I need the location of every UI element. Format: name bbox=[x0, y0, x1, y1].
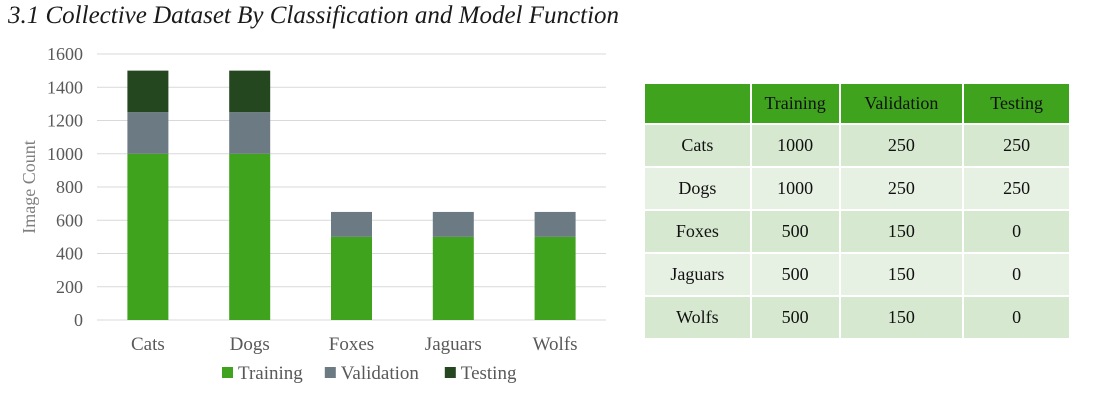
table-header-cell: Testing bbox=[963, 84, 1071, 125]
table-cell: Foxes bbox=[645, 210, 752, 254]
table-cell: Jaguars bbox=[645, 253, 752, 297]
x-tick-label: Jaguars bbox=[425, 334, 482, 355]
x-tick-label: Wolfs bbox=[533, 334, 578, 355]
bar-validation-jaguars bbox=[432, 211, 474, 237]
legend-label-validation: Validation bbox=[341, 363, 420, 384]
table-cell: 1000 bbox=[750, 167, 841, 211]
legend-swatch-validation bbox=[324, 367, 336, 378]
table-header-cell: Validation bbox=[839, 84, 965, 125]
table-cell: 500 bbox=[750, 253, 841, 297]
bar-testing-cats bbox=[127, 70, 169, 113]
bar-validation-foxes bbox=[331, 211, 372, 237]
table-header-cell bbox=[645, 84, 752, 125]
table-cell: 0 bbox=[963, 253, 1071, 297]
y-tick-label: 400 bbox=[56, 244, 83, 264]
bar-validation-wolfs bbox=[534, 211, 576, 237]
x-tick-label: Cats bbox=[131, 334, 165, 355]
table-cell: 250 bbox=[963, 167, 1071, 211]
bar-validation-cats bbox=[127, 112, 169, 154]
table-cell: 250 bbox=[839, 124, 965, 168]
table-cell: 250 bbox=[839, 167, 965, 211]
table-cell: 0 bbox=[963, 296, 1071, 340]
table-cell: Dogs bbox=[645, 167, 752, 211]
table-cell: 0 bbox=[963, 210, 1071, 254]
bar-training-jaguars bbox=[432, 236, 474, 320]
x-tick-label: Foxes bbox=[329, 334, 374, 355]
legend-swatch-training bbox=[222, 367, 233, 378]
bar-training-foxes bbox=[331, 236, 372, 320]
table-row: Dogs 1000 250 250 bbox=[645, 167, 1071, 211]
legend-label-training: Training bbox=[238, 363, 303, 384]
table-cell: Wolfs bbox=[645, 296, 752, 340]
legend-swatch-testing bbox=[444, 367, 456, 378]
y-tick-label: 600 bbox=[56, 210, 83, 230]
table-cell: Cats bbox=[645, 124, 752, 168]
table-row: Wolfs 500 150 0 bbox=[645, 296, 1071, 340]
table-cell: 500 bbox=[750, 210, 841, 254]
bar-training-cats bbox=[127, 153, 169, 320]
y-tick-label: 1400 bbox=[47, 77, 83, 97]
x-tick-label: Dogs bbox=[230, 334, 270, 355]
table-header-row: Training Validation Testing bbox=[645, 84, 1071, 125]
table-cell: 500 bbox=[750, 296, 841, 340]
y-tick-label: 800 bbox=[56, 177, 83, 197]
dataset-table: Training Validation Testing Cats 1000 25… bbox=[645, 84, 1071, 340]
page-title: 3.1 Collective Dataset By Classification… bbox=[8, 2, 620, 29]
bar-training-wolfs bbox=[534, 236, 576, 320]
table-cell: 150 bbox=[839, 296, 965, 340]
table-cell: 250 bbox=[963, 124, 1071, 168]
y-tick-label: 1000 bbox=[47, 144, 83, 164]
table-row: Foxes 500 150 0 bbox=[645, 210, 1071, 254]
y-tick-label: 1600 bbox=[47, 44, 83, 64]
table-cell: 150 bbox=[839, 210, 965, 254]
y-tick-label: 0 bbox=[74, 310, 83, 330]
bar-training-dogs bbox=[229, 153, 271, 320]
y-tick-label: 200 bbox=[56, 277, 83, 297]
table-header-cell: Training bbox=[750, 84, 841, 125]
y-tick-label: 1200 bbox=[47, 111, 83, 131]
table-row: Cats 1000 250 250 bbox=[645, 124, 1071, 168]
legend-label-testing: Testing bbox=[461, 363, 517, 384]
table-row: Jaguars 500 150 0 bbox=[645, 253, 1071, 297]
y-axis-label: Image Count bbox=[19, 140, 39, 233]
bar-testing-dogs bbox=[229, 70, 271, 113]
table-cell: 150 bbox=[839, 253, 965, 297]
bar-validation-dogs bbox=[229, 112, 271, 154]
stacked-bar-chart: 0 200 400 600 800 1000 1200 1400 1600 Image Count… bbox=[19, 44, 606, 384]
table-cell: 1000 bbox=[750, 124, 841, 168]
